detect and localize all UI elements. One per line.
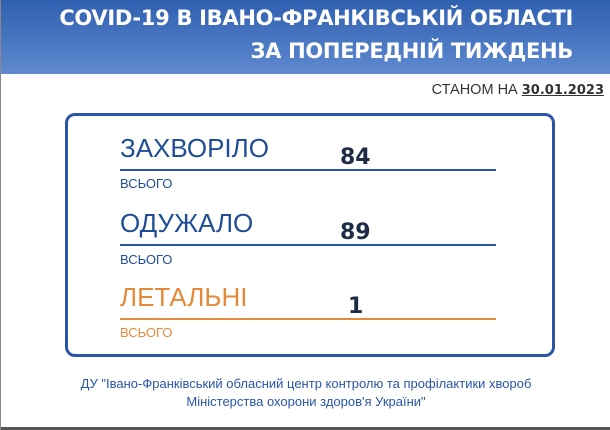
divider (120, 169, 496, 171)
footer-line-1: ДУ "Івано-Франківський обласний центр ко… (80, 376, 532, 391)
stat-label-recovered: ОДУЖАЛО (120, 208, 254, 238)
stats-box (65, 113, 555, 357)
bottom-border (1, 427, 610, 430)
title-line-2: ЗА ПОПЕРЕДНІЙ ТИЖДЕНЬ (250, 39, 574, 63)
stat-label-deaths: ЛЕТАЛЬНІ (120, 282, 248, 312)
divider (120, 244, 496, 246)
header-banner: COVID-19 В ІВАНО-ФРАНКІВСЬКІЙ ОБЛАСТІ ЗА… (1, 0, 610, 74)
stat-value-sick: 84 (340, 145, 371, 170)
stat-sub-deaths: ВСЬОГО (120, 325, 173, 340)
footer-line-2: Міністерства охорони здоров'я України" (186, 394, 426, 409)
stat-sub-recovered: ВСЬОГО (120, 252, 173, 267)
as-of-label: СТАНОМ НА (431, 82, 518, 98)
title-line-1: COVID-19 В ІВАНО-ФРАНКІВСЬКІЙ ОБЛАСТІ (59, 6, 573, 30)
stat-value-deaths: 1 (348, 294, 364, 319)
as-of-date: СТАНОМ НА 30.01.2023 (432, 82, 604, 98)
date-value: 30.01.2023 (521, 83, 604, 98)
stat-label-sick: ЗАХВОРІЛО (120, 133, 269, 163)
stat-value-recovered: 89 (340, 220, 371, 245)
divider (120, 318, 496, 320)
stat-sub-sick: ВСЬОГО (120, 176, 173, 191)
